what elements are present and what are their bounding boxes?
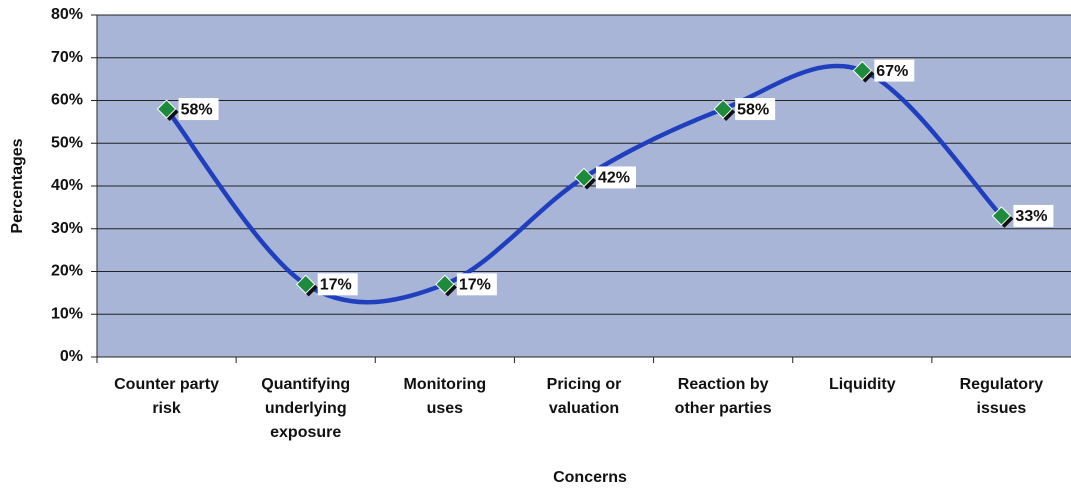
x-axis-title: Concerns [553, 469, 627, 486]
data-label-box [596, 166, 636, 189]
data-label: 33% [1015, 208, 1047, 225]
data-label-box [874, 59, 915, 82]
data-label: 17% [320, 277, 352, 294]
y-axis-title: Percentages [9, 138, 26, 233]
data-label-box [735, 98, 776, 121]
x-tick-label: Monitoring uses [403, 376, 487, 417]
y-tick-label: 50% [51, 134, 83, 151]
marker [852, 60, 872, 81]
x-tick-label: Pricing or valuation [546, 376, 622, 417]
x-tick-label: Regulatory issues [959, 376, 1044, 417]
data-label-box [178, 98, 219, 121]
data-label: 58% [737, 101, 769, 118]
x-tick-label: Counter party risk [114, 376, 220, 417]
x-tick-label: Liquidity [828, 376, 896, 393]
y-tick-label: 30% [51, 220, 83, 237]
y-tick-label: 40% [51, 177, 83, 194]
y-tick-label: 20% [51, 263, 83, 280]
y-tick-label: 60% [51, 92, 83, 109]
data-label-box [456, 273, 497, 296]
data-label: 58% [181, 101, 213, 118]
data-label: 67% [876, 63, 908, 80]
data-label-box [1013, 204, 1054, 227]
marker [296, 274, 316, 295]
data-label-box [317, 273, 358, 296]
marker [991, 206, 1012, 226]
y-tick-label: 0% [60, 348, 83, 365]
y-tick-label: 70% [51, 49, 83, 66]
data-label: 17% [459, 277, 491, 294]
marker [574, 167, 594, 188]
marker [435, 274, 455, 295]
data-label: 42% [598, 170, 630, 187]
marker [156, 99, 177, 119]
y-tick-label: 10% [51, 305, 83, 322]
y-tick-label: 80% [51, 6, 83, 23]
marker [713, 99, 733, 119]
x-tick-label: Reaction by other parties [674, 376, 772, 417]
x-tick-label: Quantifying underlying exposure [261, 376, 351, 441]
